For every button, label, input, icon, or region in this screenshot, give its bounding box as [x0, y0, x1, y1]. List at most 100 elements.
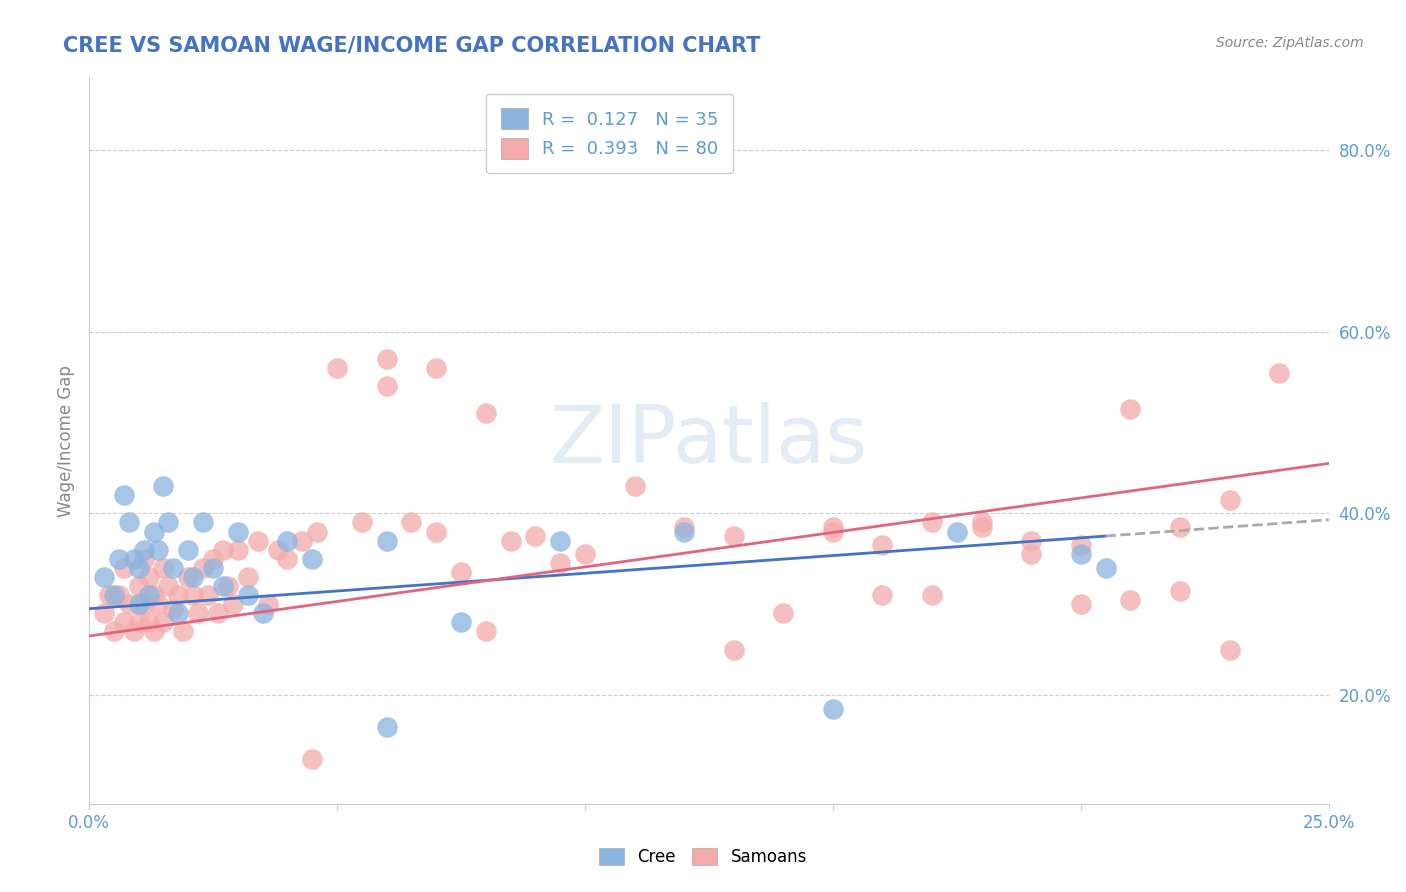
- Point: [152, 615, 174, 630]
- Point: [148, 597, 170, 611]
- Point: [93, 570, 115, 584]
- Point: [970, 516, 993, 530]
- Point: [142, 624, 165, 639]
- Point: [872, 538, 894, 552]
- Point: [276, 533, 298, 548]
- Point: [148, 542, 170, 557]
- Point: [128, 561, 150, 575]
- Point: [118, 597, 141, 611]
- Point: [167, 588, 190, 602]
- Point: [217, 579, 239, 593]
- Point: [142, 588, 165, 602]
- Point: [128, 579, 150, 593]
- Point: [202, 551, 225, 566]
- Point: [921, 588, 943, 602]
- Point: [266, 542, 288, 557]
- Point: [112, 488, 135, 502]
- Point: [162, 601, 184, 615]
- Point: [152, 479, 174, 493]
- Point: [181, 570, 204, 584]
- Point: [970, 520, 993, 534]
- Point: [1268, 366, 1291, 380]
- Point: [772, 607, 794, 621]
- Point: [673, 520, 696, 534]
- Point: [821, 520, 844, 534]
- Point: [450, 615, 472, 630]
- Point: [872, 588, 894, 602]
- Point: [350, 516, 373, 530]
- Point: [236, 588, 259, 602]
- Point: [118, 516, 141, 530]
- Point: [122, 624, 145, 639]
- Point: [112, 561, 135, 575]
- Text: Source: ZipAtlas.com: Source: ZipAtlas.com: [1216, 36, 1364, 50]
- Legend: R =  0.127   N = 35, R =  0.393   N = 80: R = 0.127 N = 35, R = 0.393 N = 80: [486, 94, 733, 173]
- Point: [212, 579, 235, 593]
- Point: [1070, 597, 1092, 611]
- Point: [246, 533, 269, 548]
- Point: [301, 751, 323, 765]
- Point: [157, 579, 180, 593]
- Point: [207, 607, 229, 621]
- Point: [108, 588, 131, 602]
- Point: [375, 533, 398, 548]
- Point: [548, 533, 571, 548]
- Point: [921, 516, 943, 530]
- Text: ZIPatlas: ZIPatlas: [550, 401, 868, 480]
- Point: [723, 529, 745, 543]
- Point: [1219, 492, 1241, 507]
- Point: [1119, 592, 1142, 607]
- Point: [152, 561, 174, 575]
- Point: [138, 588, 160, 602]
- Point: [450, 566, 472, 580]
- Y-axis label: Wage/Income Gap: Wage/Income Gap: [58, 365, 75, 516]
- Point: [108, 551, 131, 566]
- Point: [1168, 520, 1191, 534]
- Text: CREE VS SAMOAN WAGE/INCOME GAP CORRELATION CHART: CREE VS SAMOAN WAGE/INCOME GAP CORRELATI…: [63, 36, 761, 55]
- Point: [301, 551, 323, 566]
- Point: [375, 379, 398, 393]
- Point: [191, 561, 214, 575]
- Point: [821, 701, 844, 715]
- Point: [177, 542, 200, 557]
- Legend: Cree, Samoans: Cree, Samoans: [592, 841, 814, 873]
- Point: [574, 547, 596, 561]
- Point: [103, 588, 125, 602]
- Point: [128, 615, 150, 630]
- Point: [112, 615, 135, 630]
- Point: [276, 551, 298, 566]
- Point: [181, 588, 204, 602]
- Point: [623, 479, 645, 493]
- Point: [499, 533, 522, 548]
- Point: [1070, 538, 1092, 552]
- Point: [226, 542, 249, 557]
- Point: [142, 524, 165, 539]
- Point: [524, 529, 547, 543]
- Point: [138, 570, 160, 584]
- Point: [475, 624, 498, 639]
- Point: [222, 597, 245, 611]
- Point: [1219, 642, 1241, 657]
- Point: [212, 542, 235, 557]
- Point: [132, 597, 155, 611]
- Point: [425, 361, 447, 376]
- Point: [138, 615, 160, 630]
- Point: [291, 533, 314, 548]
- Point: [256, 597, 278, 611]
- Point: [252, 607, 274, 621]
- Point: [132, 542, 155, 557]
- Point: [673, 524, 696, 539]
- Point: [167, 607, 190, 621]
- Point: [401, 516, 423, 530]
- Point: [103, 624, 125, 639]
- Point: [1094, 561, 1116, 575]
- Point: [236, 570, 259, 584]
- Point: [548, 557, 571, 571]
- Point: [157, 516, 180, 530]
- Point: [326, 361, 349, 376]
- Point: [132, 551, 155, 566]
- Point: [1019, 547, 1042, 561]
- Point: [375, 351, 398, 366]
- Point: [1019, 533, 1042, 548]
- Point: [375, 720, 398, 734]
